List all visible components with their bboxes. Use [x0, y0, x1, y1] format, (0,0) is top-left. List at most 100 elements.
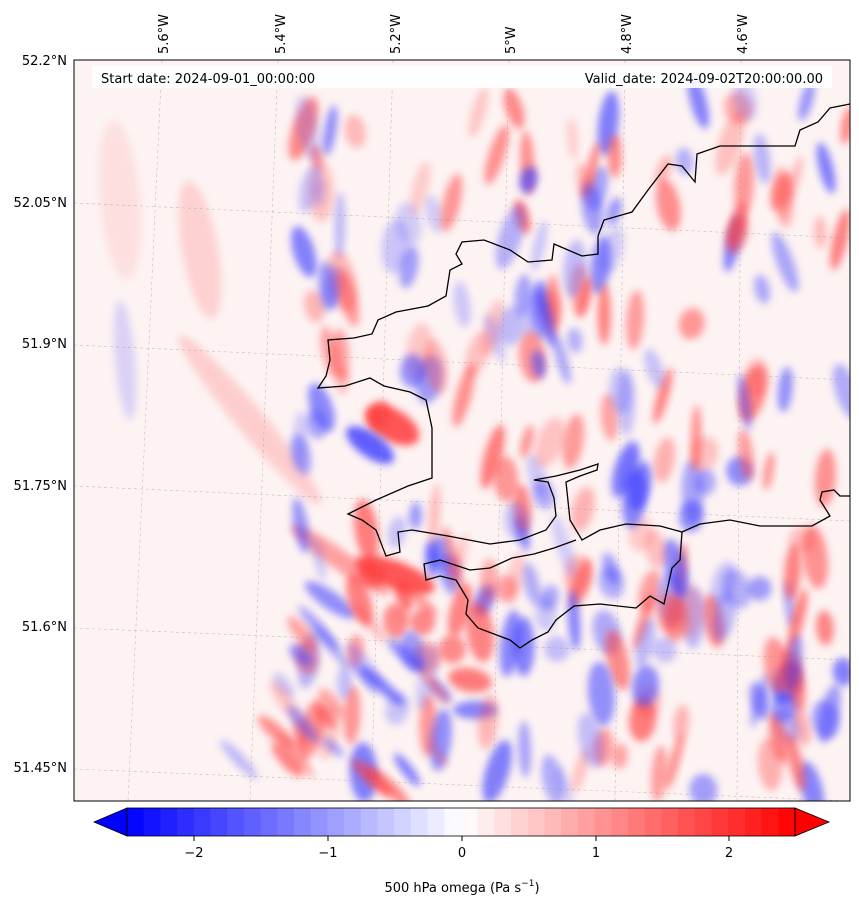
ascent-region: [480, 424, 505, 489]
descent-region: [498, 306, 524, 346]
descent-region: [453, 281, 471, 328]
descent-region: [396, 202, 422, 246]
colorbar-step: [678, 808, 696, 836]
colorbar-step: [243, 808, 262, 836]
colorbar-step: [511, 808, 529, 836]
descent-region: [531, 350, 546, 379]
colorbar-step: [494, 808, 512, 836]
colorbar-step: [544, 808, 562, 836]
map-panel: Start date: 2024-09-01_00:00:00 Valid_da…: [73, 59, 851, 802]
ascent-region: [605, 629, 630, 691]
descent-region: [635, 618, 656, 669]
descent-region: [536, 288, 556, 348]
ascent-region: [287, 616, 318, 651]
descent-region: [544, 636, 570, 662]
descent-region: [113, 300, 137, 420]
lon-label-4-8w: 4.8°W: [620, 14, 635, 54]
ascent-region: [477, 694, 499, 750]
ascent-region: [607, 134, 622, 178]
colorbar-step: [594, 808, 612, 836]
descent-region: [295, 95, 321, 162]
colorbar-label-main: 500 hPa omega (Pa s: [384, 881, 521, 896]
descent-region: [817, 684, 841, 743]
descent-region: [387, 516, 407, 549]
ascent-region: [315, 705, 337, 729]
ascent-region: [344, 114, 366, 149]
descent-region: [291, 226, 317, 278]
descent-region: [292, 497, 310, 554]
ascent-region: [655, 179, 681, 231]
ascent-region: [577, 277, 592, 318]
descent-region: [733, 79, 758, 121]
colorbar-step: [444, 808, 462, 836]
descent-region: [399, 354, 426, 388]
lat-label-52-05n: 52.05°N: [14, 196, 67, 211]
colorbar-step: [611, 808, 629, 836]
ascent-region: [715, 111, 746, 176]
ascent-region: [768, 712, 789, 764]
coastline-east: [681, 489, 850, 533]
descent-region: [737, 373, 752, 431]
descent-region: [552, 334, 571, 385]
descent-region: [816, 142, 836, 194]
colorbar-step: [193, 808, 211, 836]
colorbar-tick-label: 2: [725, 846, 733, 861]
ascent-region: [626, 290, 645, 350]
colorbar-tick-label: 0: [458, 846, 466, 861]
ascent-region: [650, 745, 668, 801]
descent-region: [539, 584, 560, 611]
descent-region: [314, 625, 349, 667]
descent-region: [499, 610, 522, 677]
ascent-region: [428, 483, 441, 548]
ascent-region: [98, 120, 142, 280]
descent-region: [424, 195, 444, 233]
descent-region: [287, 704, 318, 743]
ascent-region: [814, 448, 836, 508]
colorbar-step: [661, 808, 679, 836]
ascent-region: [493, 456, 519, 502]
map-frame: [73, 59, 851, 802]
descent-region: [832, 657, 850, 687]
descent-region: [631, 665, 660, 707]
ascent-region: [358, 561, 385, 588]
descent-region: [644, 348, 665, 389]
descent-region: [689, 773, 718, 801]
descent-region: [399, 245, 419, 289]
ascent-region: [410, 608, 436, 636]
ascent-region: [368, 400, 391, 431]
descent-region: [337, 663, 353, 700]
colorbar-step: [127, 808, 145, 836]
ascent-region: [451, 533, 469, 581]
descent-region: [317, 261, 339, 309]
descent-region: [663, 539, 690, 598]
descent-region: [749, 681, 770, 720]
ascent-region: [178, 180, 222, 320]
lat-label-51-6n: 51.6°N: [22, 620, 67, 635]
colorbar-step: [628, 808, 646, 836]
ascent-region: [816, 610, 834, 646]
descent-region: [675, 147, 694, 175]
ascent-region: [632, 592, 655, 651]
ascent-region: [612, 743, 628, 769]
colorbar-step: [394, 808, 412, 836]
colorbar-ticks: [193, 836, 730, 841]
ascent-region: [351, 759, 392, 797]
ascent-region: [762, 451, 775, 491]
colorbar-step: [227, 808, 245, 836]
descent-region: [298, 163, 322, 213]
ascent-region: [420, 668, 450, 705]
colorbar-frame: [126, 807, 796, 837]
colorbar-step: [177, 808, 195, 836]
descent-region: [566, 327, 583, 354]
colorbar-tick-label: −2: [184, 846, 203, 861]
ascent-region: [353, 499, 379, 562]
colorbar-tick-label: −1: [318, 846, 337, 861]
ascent-region: [468, 87, 489, 138]
ascent-region: [503, 88, 525, 129]
descent-region: [785, 634, 803, 691]
colorbar-step: [778, 808, 796, 836]
ascent-region: [304, 289, 325, 323]
descent-region: [628, 461, 652, 512]
lon-label-4-6w: 4.6°W: [736, 14, 751, 54]
descent-region: [551, 513, 576, 578]
